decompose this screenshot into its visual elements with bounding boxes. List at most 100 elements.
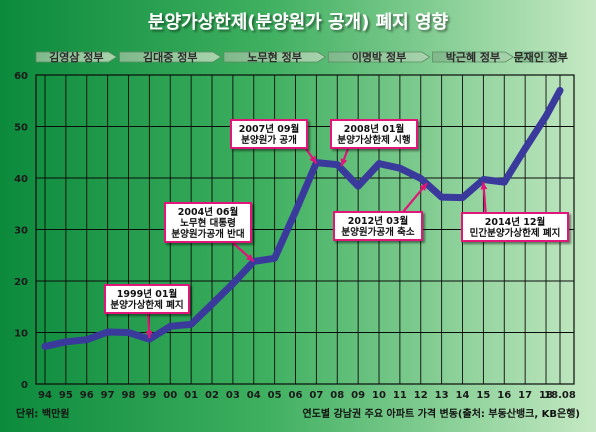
era-band [35, 51, 118, 63]
data-point [524, 148, 526, 150]
era-label: 박근혜 정부 [446, 50, 500, 64]
era-label: 김대중 정부 [143, 50, 197, 64]
data-point [274, 257, 276, 259]
data-point [482, 179, 484, 181]
x-axis: 94 95 96 97 98 99 00 01 02 03 04 05 06 07 08 09 10 11 12 13… [38, 390, 576, 401]
era-label: 김영삼 정부 [49, 50, 103, 64]
era-label: 노무현 정부 [247, 50, 301, 64]
data-point [107, 331, 109, 333]
y-tick-label: 60 [14, 71, 28, 82]
x-tick-label: 15 [476, 390, 490, 401]
x-tick-label: 18 [539, 390, 553, 401]
annotation-arrowhead [419, 183, 428, 191]
annotation-text: 2007년 09월 [239, 123, 299, 135]
x-tick-label: 01 [184, 390, 198, 401]
series-line [41, 86, 564, 350]
x-tick-label: 14 [456, 390, 470, 401]
era-label: 문재인 정부 [514, 50, 568, 64]
annotation-text: 민간분양가상한제 폐지 [470, 227, 561, 239]
era-band [119, 51, 222, 63]
data-point [190, 323, 192, 325]
x-tick-label: 06 [289, 390, 303, 401]
annotation-text: 2008년 01월 [344, 123, 404, 135]
annotation-text: 분양원가공개 반대 [171, 228, 244, 240]
annotation-box [230, 119, 308, 149]
x-tick-label: 12 [414, 390, 428, 401]
annotation-arrowhead [145, 330, 153, 339]
data-point [44, 345, 46, 347]
era-band [432, 51, 515, 63]
data-point [336, 164, 338, 166]
x-tick-label: 10 [372, 390, 386, 401]
x-tick-label: 05 [268, 390, 282, 401]
x-tick-label: 95 [59, 390, 73, 401]
x-tick-label: 08 [330, 390, 344, 401]
data-point [128, 332, 130, 333]
data-point [148, 338, 150, 340]
annotation-box [333, 211, 423, 241]
x-tick-label: 99 [142, 390, 156, 401]
annotation-arrowhead [480, 182, 488, 190]
y-tick-label: 40 [14, 174, 28, 185]
data-point [503, 181, 505, 183]
x-tick-label: 04 [247, 390, 261, 401]
y-axis: 0 10 20 30 40 50 60 [14, 71, 28, 391]
series [41, 86, 564, 350]
source-label: 연도별 강남권 주요 아파트 가격 변동(출처: 부동산뱅크, KB은행) [303, 407, 580, 420]
x-tick-label: 00 [163, 390, 177, 401]
data-point [295, 210, 297, 212]
annotation-box [461, 212, 569, 242]
x-tick-label: 94 [38, 390, 52, 401]
annotation-arrowhead [309, 155, 317, 164]
x-tick-label: 98 [122, 390, 136, 401]
y-tick-label: 10 [14, 329, 28, 340]
annotation-text: 노무현 대통령 [180, 217, 236, 229]
x-tick-label: 16 [497, 390, 511, 401]
y-tick-label: 50 [14, 123, 28, 134]
x-tick-label: 18.08 [544, 390, 576, 401]
data-point [462, 197, 464, 199]
chart-title: 분양가상한제(분양원가 공개) 폐지 영향 [148, 12, 449, 33]
annotation-text: 분양가상한제 시행 [337, 134, 410, 146]
annotation-text: 2012년 03월 [348, 215, 408, 227]
annotation-text: 2004년 06월 [178, 206, 238, 218]
x-tick-label: 07 [309, 390, 323, 401]
data-point [232, 283, 234, 285]
x-tick-label: 03 [226, 390, 240, 401]
annotation-text: 2014년 12월 [485, 216, 545, 228]
data-point [378, 163, 380, 165]
annotation-text: 분양가상한제 폐지 [110, 299, 183, 311]
x-tick-label: 97 [101, 390, 115, 401]
data-point [399, 167, 401, 169]
x-tick-label: 11 [393, 390, 407, 401]
x-tick-label: 02 [205, 390, 219, 401]
era-band [327, 51, 431, 63]
data-point [357, 185, 359, 187]
data-point [86, 339, 88, 341]
data-point [169, 325, 171, 327]
annotation-arrowhead [246, 254, 254, 262]
x-tick-label: 96 [80, 390, 94, 401]
annotation-box [330, 119, 418, 149]
annotation-box [104, 284, 190, 314]
y-tick-label: 20 [14, 277, 28, 288]
x-tick-label: 17 [518, 390, 532, 401]
annotation-arrowhead [340, 158, 348, 167]
annotation-box [164, 202, 252, 243]
data-point [65, 341, 67, 343]
annotation-text: 분양원가 공개 [241, 134, 297, 146]
data-point [211, 303, 213, 305]
era-bands: 김영삼 정부 김대중 정부 노무현 정부 이명박 정부 박근혜 정부 문재인 정부 [35, 50, 568, 64]
annotation-text: 분양원가공개 축소 [341, 226, 414, 238]
data-point [545, 115, 547, 117]
data-point [559, 89, 561, 91]
data-point [420, 178, 422, 180]
era-band [515, 51, 567, 63]
era-label: 이명박 정부 [352, 50, 406, 64]
data-point [441, 196, 443, 198]
unit-label: 단위: 백만원 [16, 407, 69, 420]
annotation-text: 1999년 01월 [117, 288, 177, 300]
